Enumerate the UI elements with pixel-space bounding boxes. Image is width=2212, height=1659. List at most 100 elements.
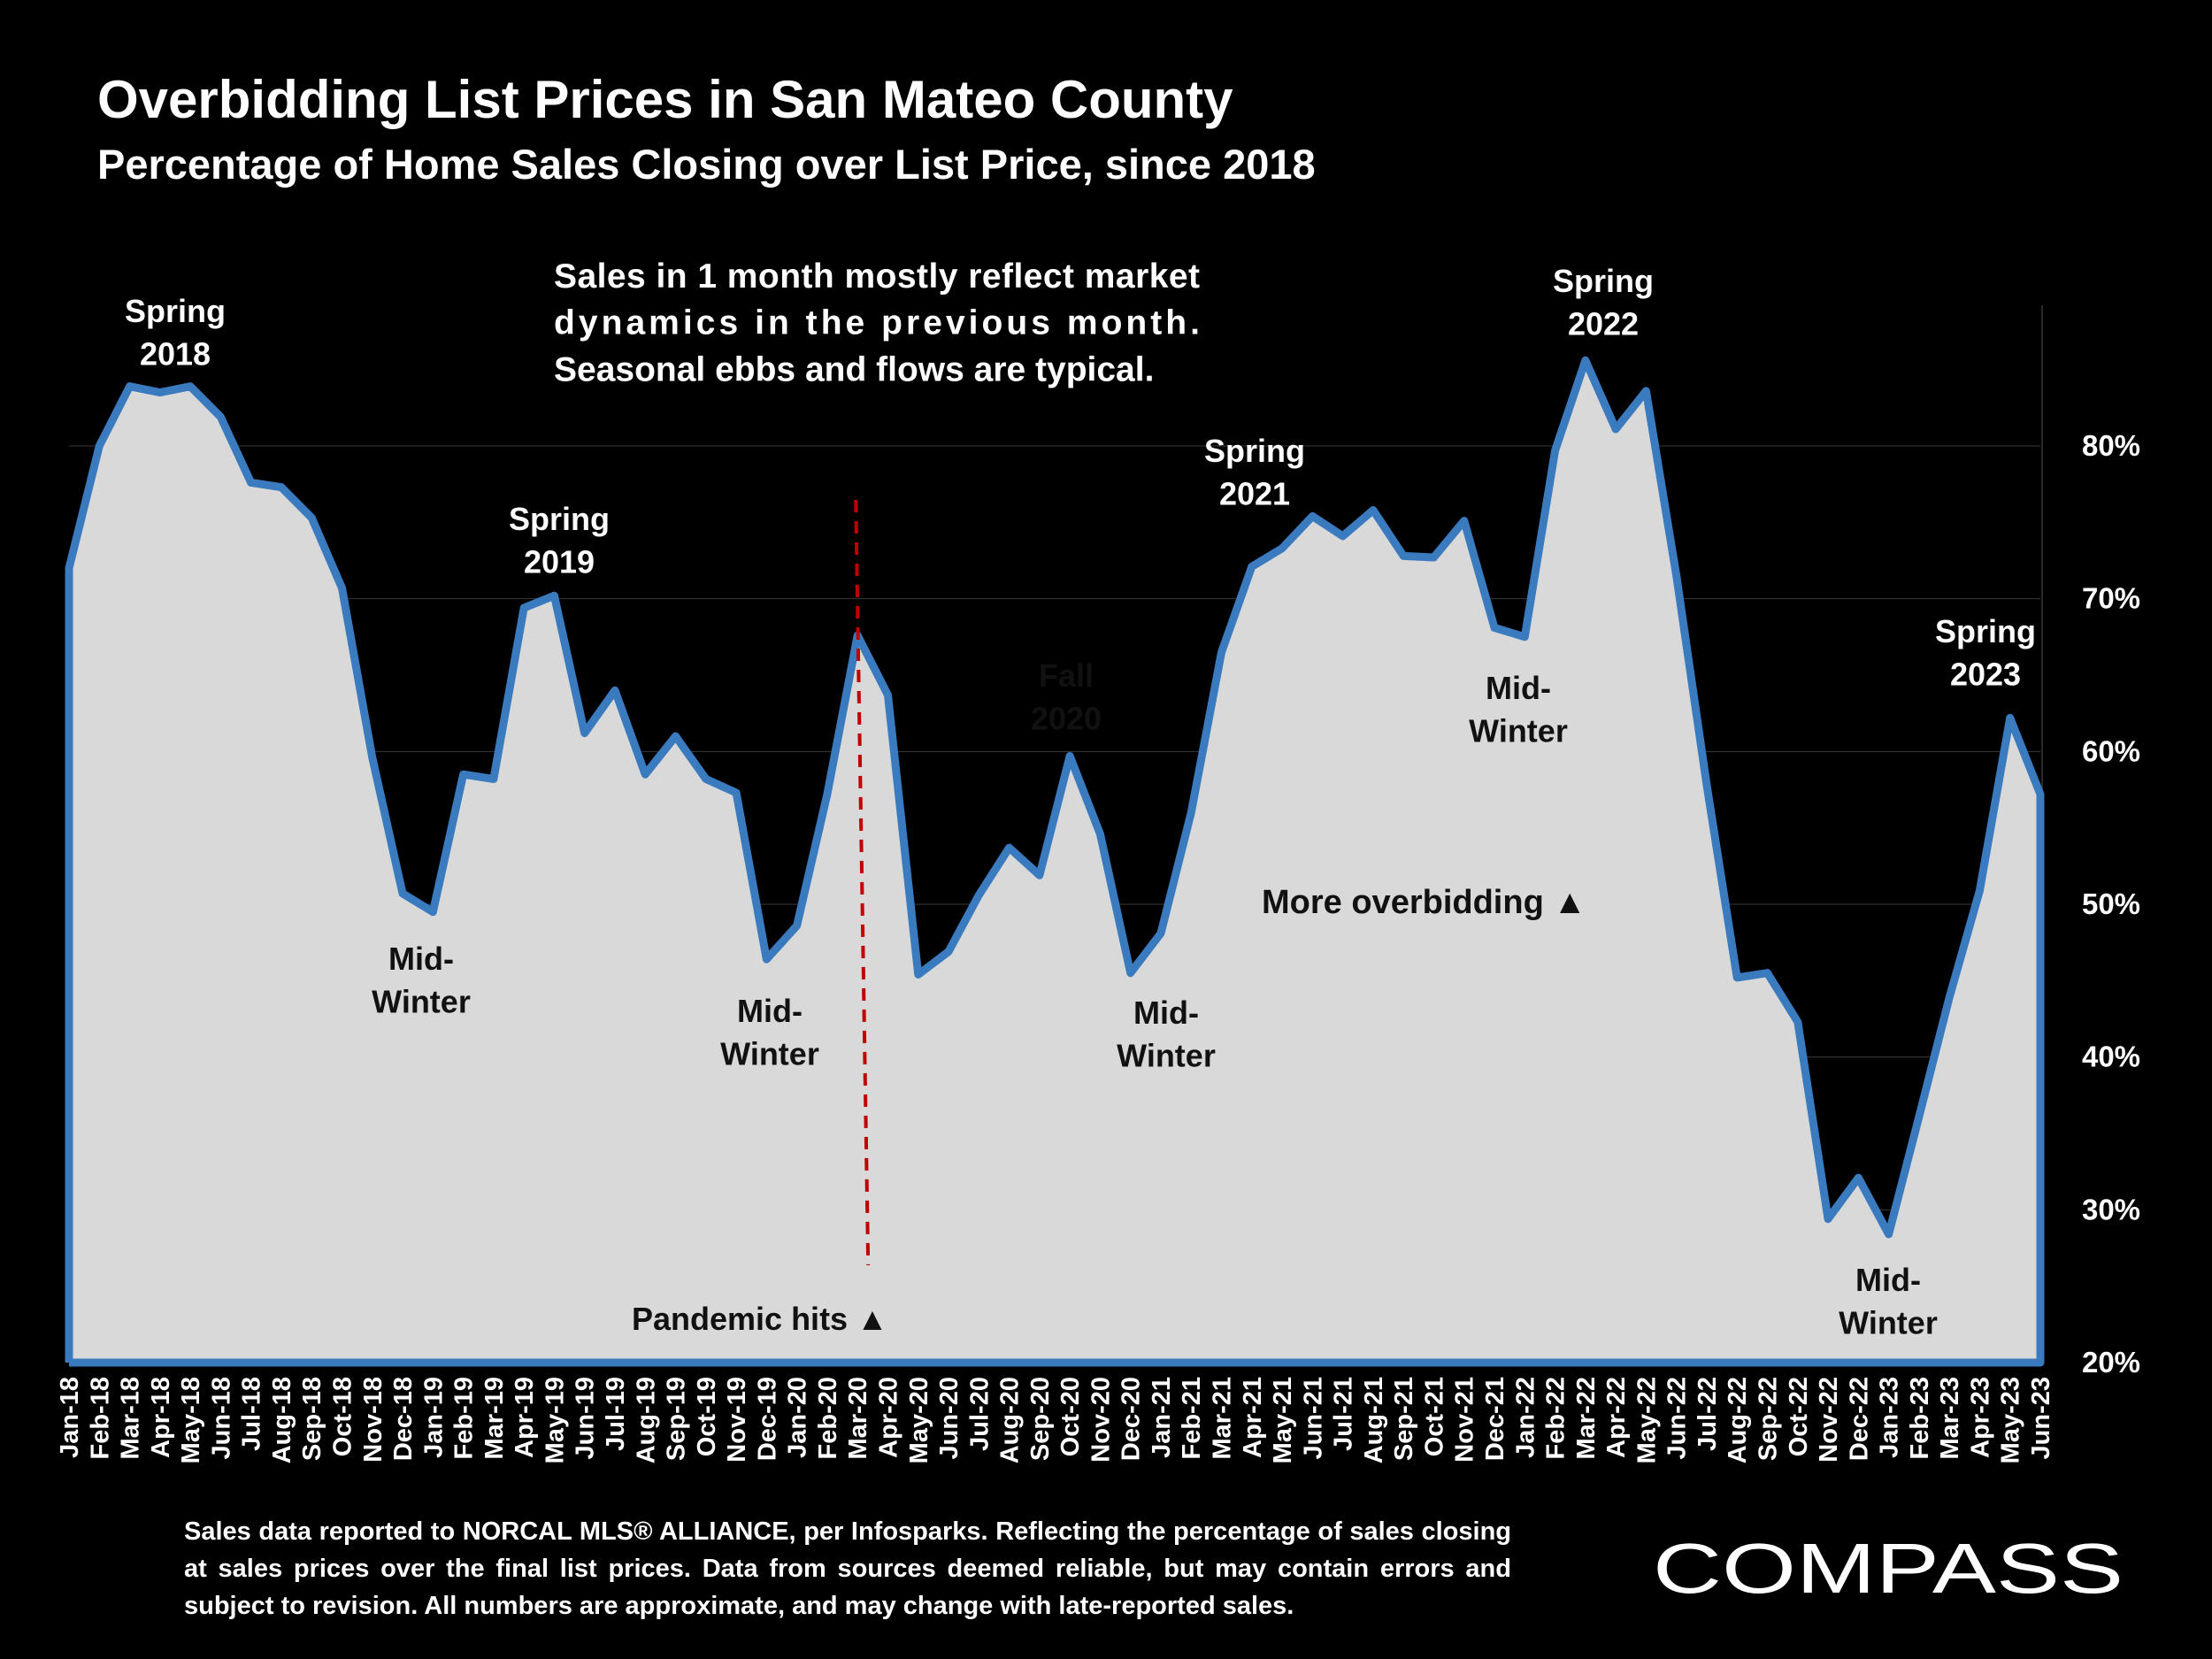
annotation-mid-winter-2022-line-2: Winter — [1839, 1305, 1938, 1341]
annotation-more-overbidding: More overbidding ▲ — [1262, 884, 1586, 921]
annotation-spring-2021-line-2: 2021 — [1219, 476, 1290, 512]
x-tick-label: Sep-21 — [1390, 1377, 1418, 1461]
x-tick-label: Jul-18 — [238, 1377, 266, 1451]
annotation-spring-2022-line-1: Spring — [1553, 263, 1654, 299]
y-tick-label: 50% — [2082, 887, 2140, 920]
data-point-Sep-20 — [1036, 872, 1042, 879]
x-tick-label: Apr-21 — [1239, 1377, 1267, 1458]
data-point-Aug-21 — [1370, 507, 1376, 513]
annotation-spring-2018-line-1: Spring — [125, 293, 226, 329]
annotation-spring-2023-line-1: Spring — [1935, 613, 2036, 649]
annotation-pandemic-hits: Pandemic hits ▲ — [632, 1301, 888, 1337]
y-tick-label: 20% — [2082, 1346, 2140, 1379]
annotation-mid-winter-2020-line-1: Mid- — [1133, 995, 1199, 1031]
y-tick-label: 60% — [2082, 734, 2140, 767]
x-tick-label: Aug-21 — [1360, 1377, 1388, 1463]
data-point-Apr-18 — [157, 389, 163, 396]
data-point-Jun-19 — [581, 730, 588, 736]
x-tick-label: Dec-19 — [753, 1377, 781, 1461]
annotation-spring-2022-line-2: 2022 — [1568, 306, 1639, 342]
data-point-Oct-19 — [703, 776, 709, 782]
x-tick-label: Apr-22 — [1602, 1377, 1631, 1458]
data-point-Nov-21 — [1461, 518, 1467, 524]
x-tick-label: Oct-21 — [1420, 1377, 1448, 1456]
x-tick-label: Mar-22 — [1572, 1377, 1601, 1460]
data-point-Jan-19 — [430, 909, 436, 915]
x-tick-label: Feb-23 — [1906, 1377, 1934, 1459]
data-point-Mar-19 — [490, 776, 496, 782]
data-point-May-23 — [2007, 715, 2013, 721]
x-tick-label: May-20 — [905, 1377, 933, 1463]
x-tick-label: Mar-23 — [1936, 1377, 1964, 1460]
annotation-mid-winter-2020-line-2: Winter — [1117, 1038, 1216, 1074]
x-tick-label: Feb-22 — [1542, 1377, 1571, 1459]
x-tick-label: Aug-18 — [268, 1377, 296, 1463]
data-point-Sep-21 — [1401, 553, 1407, 559]
data-point-May-21 — [1279, 545, 1286, 551]
x-tick-label: May-18 — [177, 1377, 205, 1463]
x-tick-label: Feb-18 — [86, 1377, 114, 1459]
data-point-Mar-18 — [127, 383, 133, 389]
data-point-Oct-21 — [1431, 555, 1437, 561]
x-tick-label: Jan-21 — [1148, 1377, 1176, 1458]
data-point-Apr-21 — [1248, 564, 1255, 570]
data-point-Feb-20 — [824, 791, 830, 797]
data-point-Apr-22 — [1613, 426, 1619, 433]
data-point-Nov-18 — [369, 755, 375, 761]
x-tick-label: May-23 — [1997, 1377, 2025, 1463]
y-tick-label: 30% — [2082, 1193, 2140, 1225]
x-tick-label: Mar-21 — [1209, 1377, 1237, 1460]
annotation-spring-2023-line-2: 2023 — [1950, 657, 2021, 693]
data-point-Dec-18 — [400, 890, 406, 896]
data-point-Nov-22 — [1825, 1216, 1832, 1222]
chart-title: Overbidding List Prices in San Mateo Cou… — [97, 70, 1233, 129]
annotation-mid-winter-2018-line-2: Winter — [372, 984, 471, 1020]
data-point-Jul-21 — [1340, 533, 1346, 539]
data-point-Jul-20 — [976, 892, 982, 898]
data-point-Aug-19 — [642, 772, 649, 778]
x-tick-label: Oct-22 — [1785, 1377, 1813, 1456]
x-tick-label: Jan-18 — [56, 1377, 84, 1458]
data-point-Jun-22 — [1673, 572, 1679, 579]
x-tick-label: Jun-19 — [572, 1377, 600, 1459]
data-point-Sep-22 — [1764, 970, 1770, 976]
x-tick-label: Nov-19 — [723, 1377, 751, 1463]
data-point-Nov-19 — [733, 789, 740, 795]
data-point-Mar-23 — [1947, 995, 1953, 1001]
x-tick-label: Dec-21 — [1481, 1377, 1509, 1461]
data-point-May-20 — [915, 972, 921, 978]
annotation-mid-winter-2019-line-1: Mid- — [737, 993, 803, 1029]
data-point-Feb-19 — [460, 772, 466, 778]
data-point-Apr-23 — [1977, 887, 1983, 894]
annotation-spring-2019-line-1: Spring — [509, 501, 610, 537]
data-point-Jul-22 — [1703, 782, 1709, 788]
footnote: Sales data reported to NORCAL MLS® ALLIA… — [184, 1517, 1511, 1620]
x-tick-label: Jul-22 — [1694, 1377, 1722, 1451]
x-tick-label: Jul-21 — [1330, 1377, 1358, 1451]
x-tick-label: Aug-22 — [1724, 1377, 1752, 1463]
x-tick-label: Jan-19 — [419, 1377, 448, 1458]
annotation-spring-2018-line-2: 2018 — [140, 336, 211, 373]
data-point-Jan-22 — [1522, 634, 1528, 640]
data-point-Jun-23 — [2038, 791, 2043, 797]
data-point-Apr-20 — [885, 692, 891, 698]
annotation-note-line-2: dynamics in the previous month. — [554, 304, 1200, 342]
x-tick-label: Jun-21 — [1299, 1377, 1327, 1459]
x-tick-label: Jun-22 — [1663, 1377, 1692, 1459]
data-point-Feb-22 — [1552, 448, 1558, 454]
data-point-Jul-19 — [611, 687, 618, 694]
data-point-May-19 — [551, 593, 557, 599]
x-tick-label: Aug-19 — [632, 1377, 660, 1463]
x-tick-label: Nov-21 — [1451, 1377, 1479, 1463]
data-point-Aug-20 — [1006, 845, 1012, 851]
x-tick-label: Jun-18 — [207, 1377, 235, 1459]
x-tick-label: Nov-18 — [359, 1377, 388, 1463]
x-tick-label: May-22 — [1632, 1377, 1661, 1463]
x-tick-label: Jan-20 — [784, 1377, 812, 1458]
annotation-fall-2020-line-1: Fall — [1039, 657, 1094, 694]
x-tick-label: Apr-23 — [1966, 1377, 1994, 1458]
data-point-Sep-19 — [672, 733, 679, 740]
pandemic-marker-line — [854, 499, 871, 1266]
data-point-Dec-21 — [1492, 625, 1498, 631]
